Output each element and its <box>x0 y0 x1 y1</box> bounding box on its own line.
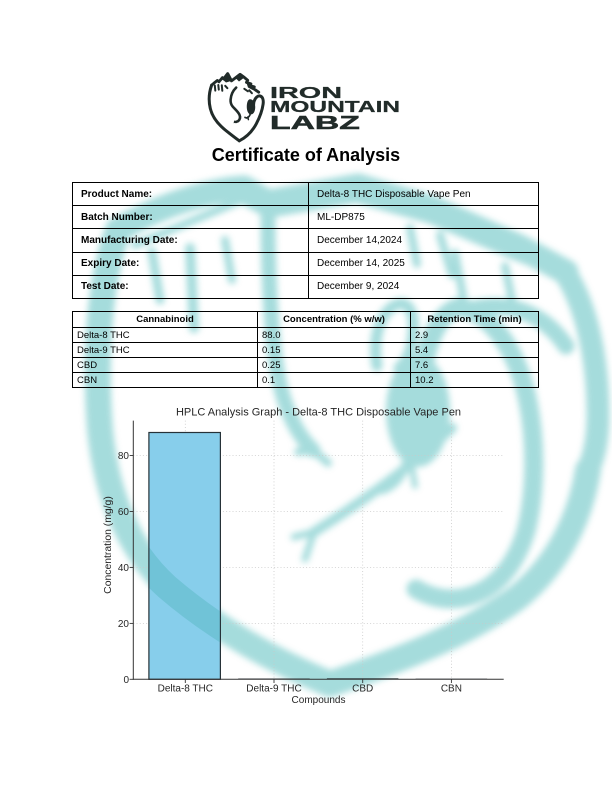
svg-text:40: 40 <box>118 563 130 574</box>
svg-text:0: 0 <box>123 675 129 686</box>
svg-text:Compounds: Compounds <box>292 695 346 706</box>
svg-text:HPLC Analysis Graph - Delta-8: HPLC Analysis Graph - Delta-8 THC Dispos… <box>176 407 461 419</box>
svg-text:Concentration (mg/g): Concentration (mg/g) <box>103 496 114 594</box>
svg-text:CBD: CBD <box>352 684 373 695</box>
svg-text:80: 80 <box>118 451 130 462</box>
svg-text:CBN: CBN <box>441 684 462 695</box>
svg-text:60: 60 <box>118 507 130 518</box>
svg-text:20: 20 <box>118 619 130 630</box>
svg-text:Delta-8 THC: Delta-8 THC <box>158 684 213 695</box>
svg-text:Delta-9 THC: Delta-9 THC <box>246 684 301 695</box>
